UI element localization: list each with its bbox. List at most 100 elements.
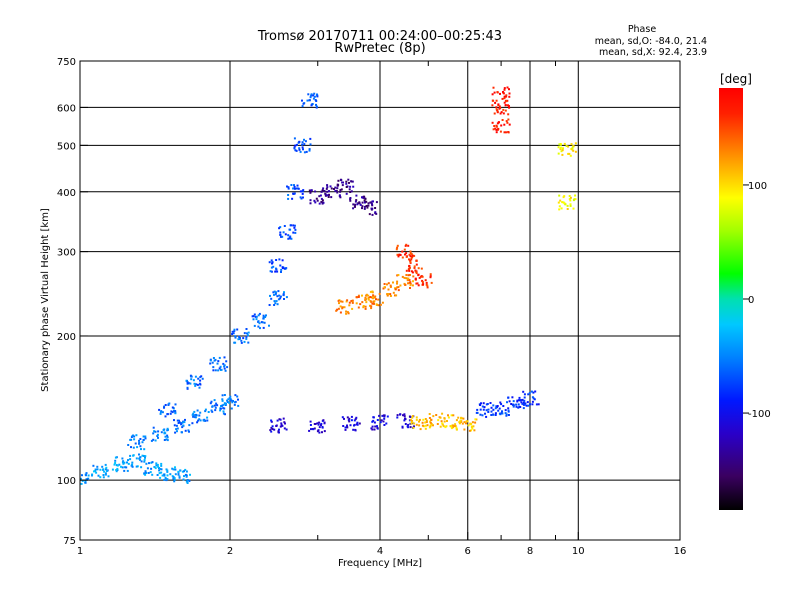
data-point <box>232 332 235 335</box>
data-point <box>371 428 374 431</box>
data-point <box>269 270 272 273</box>
data-point <box>361 294 363 297</box>
data-point <box>175 424 178 427</box>
data-point <box>325 187 328 190</box>
data-point <box>572 199 575 202</box>
data-point <box>350 180 353 183</box>
data-point <box>207 411 210 413</box>
data-point <box>279 425 282 428</box>
data-point <box>352 185 355 188</box>
data-point <box>349 191 352 193</box>
data-point <box>491 104 494 107</box>
data-point <box>382 420 385 423</box>
data-point <box>315 105 318 108</box>
data-point <box>409 255 412 258</box>
data-point <box>481 414 484 417</box>
data-point <box>506 86 509 89</box>
data-point <box>493 91 496 94</box>
data-point <box>403 413 406 416</box>
data-point <box>131 463 134 466</box>
data-point <box>166 478 169 481</box>
data-point <box>361 205 364 208</box>
data-point <box>531 403 534 406</box>
data-point <box>302 102 305 105</box>
data-point <box>166 439 169 442</box>
data-point <box>363 199 366 202</box>
data-point <box>302 148 304 151</box>
data-point <box>181 426 184 429</box>
data-point <box>253 324 256 327</box>
data-point <box>198 386 201 389</box>
data-point <box>255 318 258 321</box>
data-point <box>406 279 409 282</box>
data-point <box>345 186 348 188</box>
data-point <box>405 243 408 246</box>
data-point <box>497 121 500 124</box>
data-point <box>219 365 222 368</box>
data-point <box>87 474 90 477</box>
data-point <box>114 459 117 462</box>
data-point <box>343 306 346 309</box>
data-point <box>132 434 135 437</box>
data-point <box>378 414 381 417</box>
data-point <box>348 301 351 304</box>
data-point <box>410 257 413 260</box>
data-point <box>370 307 373 310</box>
data-point <box>184 429 187 432</box>
data-point <box>219 369 222 371</box>
data-point <box>426 284 429 287</box>
data-point <box>94 468 97 471</box>
data-point <box>424 421 427 424</box>
data-point <box>507 396 510 399</box>
data-point <box>310 94 313 97</box>
data-point <box>298 147 301 150</box>
data-point <box>305 150 308 153</box>
data-point <box>530 390 533 393</box>
data-point <box>231 330 234 333</box>
data-point <box>209 402 212 405</box>
data-point <box>574 194 577 197</box>
data-point <box>139 458 141 461</box>
data-point <box>303 138 305 141</box>
data-point <box>263 321 266 324</box>
data-point <box>294 187 296 190</box>
data-point <box>153 466 156 468</box>
data-point <box>173 409 175 412</box>
data-point <box>418 418 421 421</box>
data-point <box>142 455 145 457</box>
data-point <box>439 425 442 428</box>
data-point <box>495 131 498 134</box>
data-point <box>495 125 498 128</box>
data-point <box>166 474 169 477</box>
data-point <box>351 301 354 304</box>
data-point <box>315 197 318 200</box>
data-point <box>387 293 390 295</box>
data-point <box>154 439 157 442</box>
data-point <box>574 150 577 153</box>
data-point <box>354 203 357 206</box>
data-point <box>565 145 568 147</box>
data-point <box>214 369 217 372</box>
data-point <box>397 286 400 289</box>
data-point <box>194 375 197 378</box>
data-point <box>399 254 402 256</box>
data-point <box>303 143 306 146</box>
data-point <box>223 394 226 396</box>
data-point <box>465 422 467 425</box>
data-point <box>158 467 160 470</box>
data-point <box>276 419 279 422</box>
data-point <box>283 291 285 294</box>
data-point <box>131 461 134 464</box>
data-point <box>270 270 273 273</box>
data-point <box>410 270 413 273</box>
data-point <box>411 422 414 425</box>
data-point <box>356 296 358 299</box>
data-point <box>166 413 169 416</box>
colorbar-ticks: 100 0 -100 <box>743 181 771 420</box>
data-point <box>505 413 508 416</box>
data-point <box>184 468 187 471</box>
data-point <box>480 402 482 405</box>
data-point <box>221 398 224 401</box>
data-point <box>164 404 167 406</box>
data-point <box>216 404 219 407</box>
